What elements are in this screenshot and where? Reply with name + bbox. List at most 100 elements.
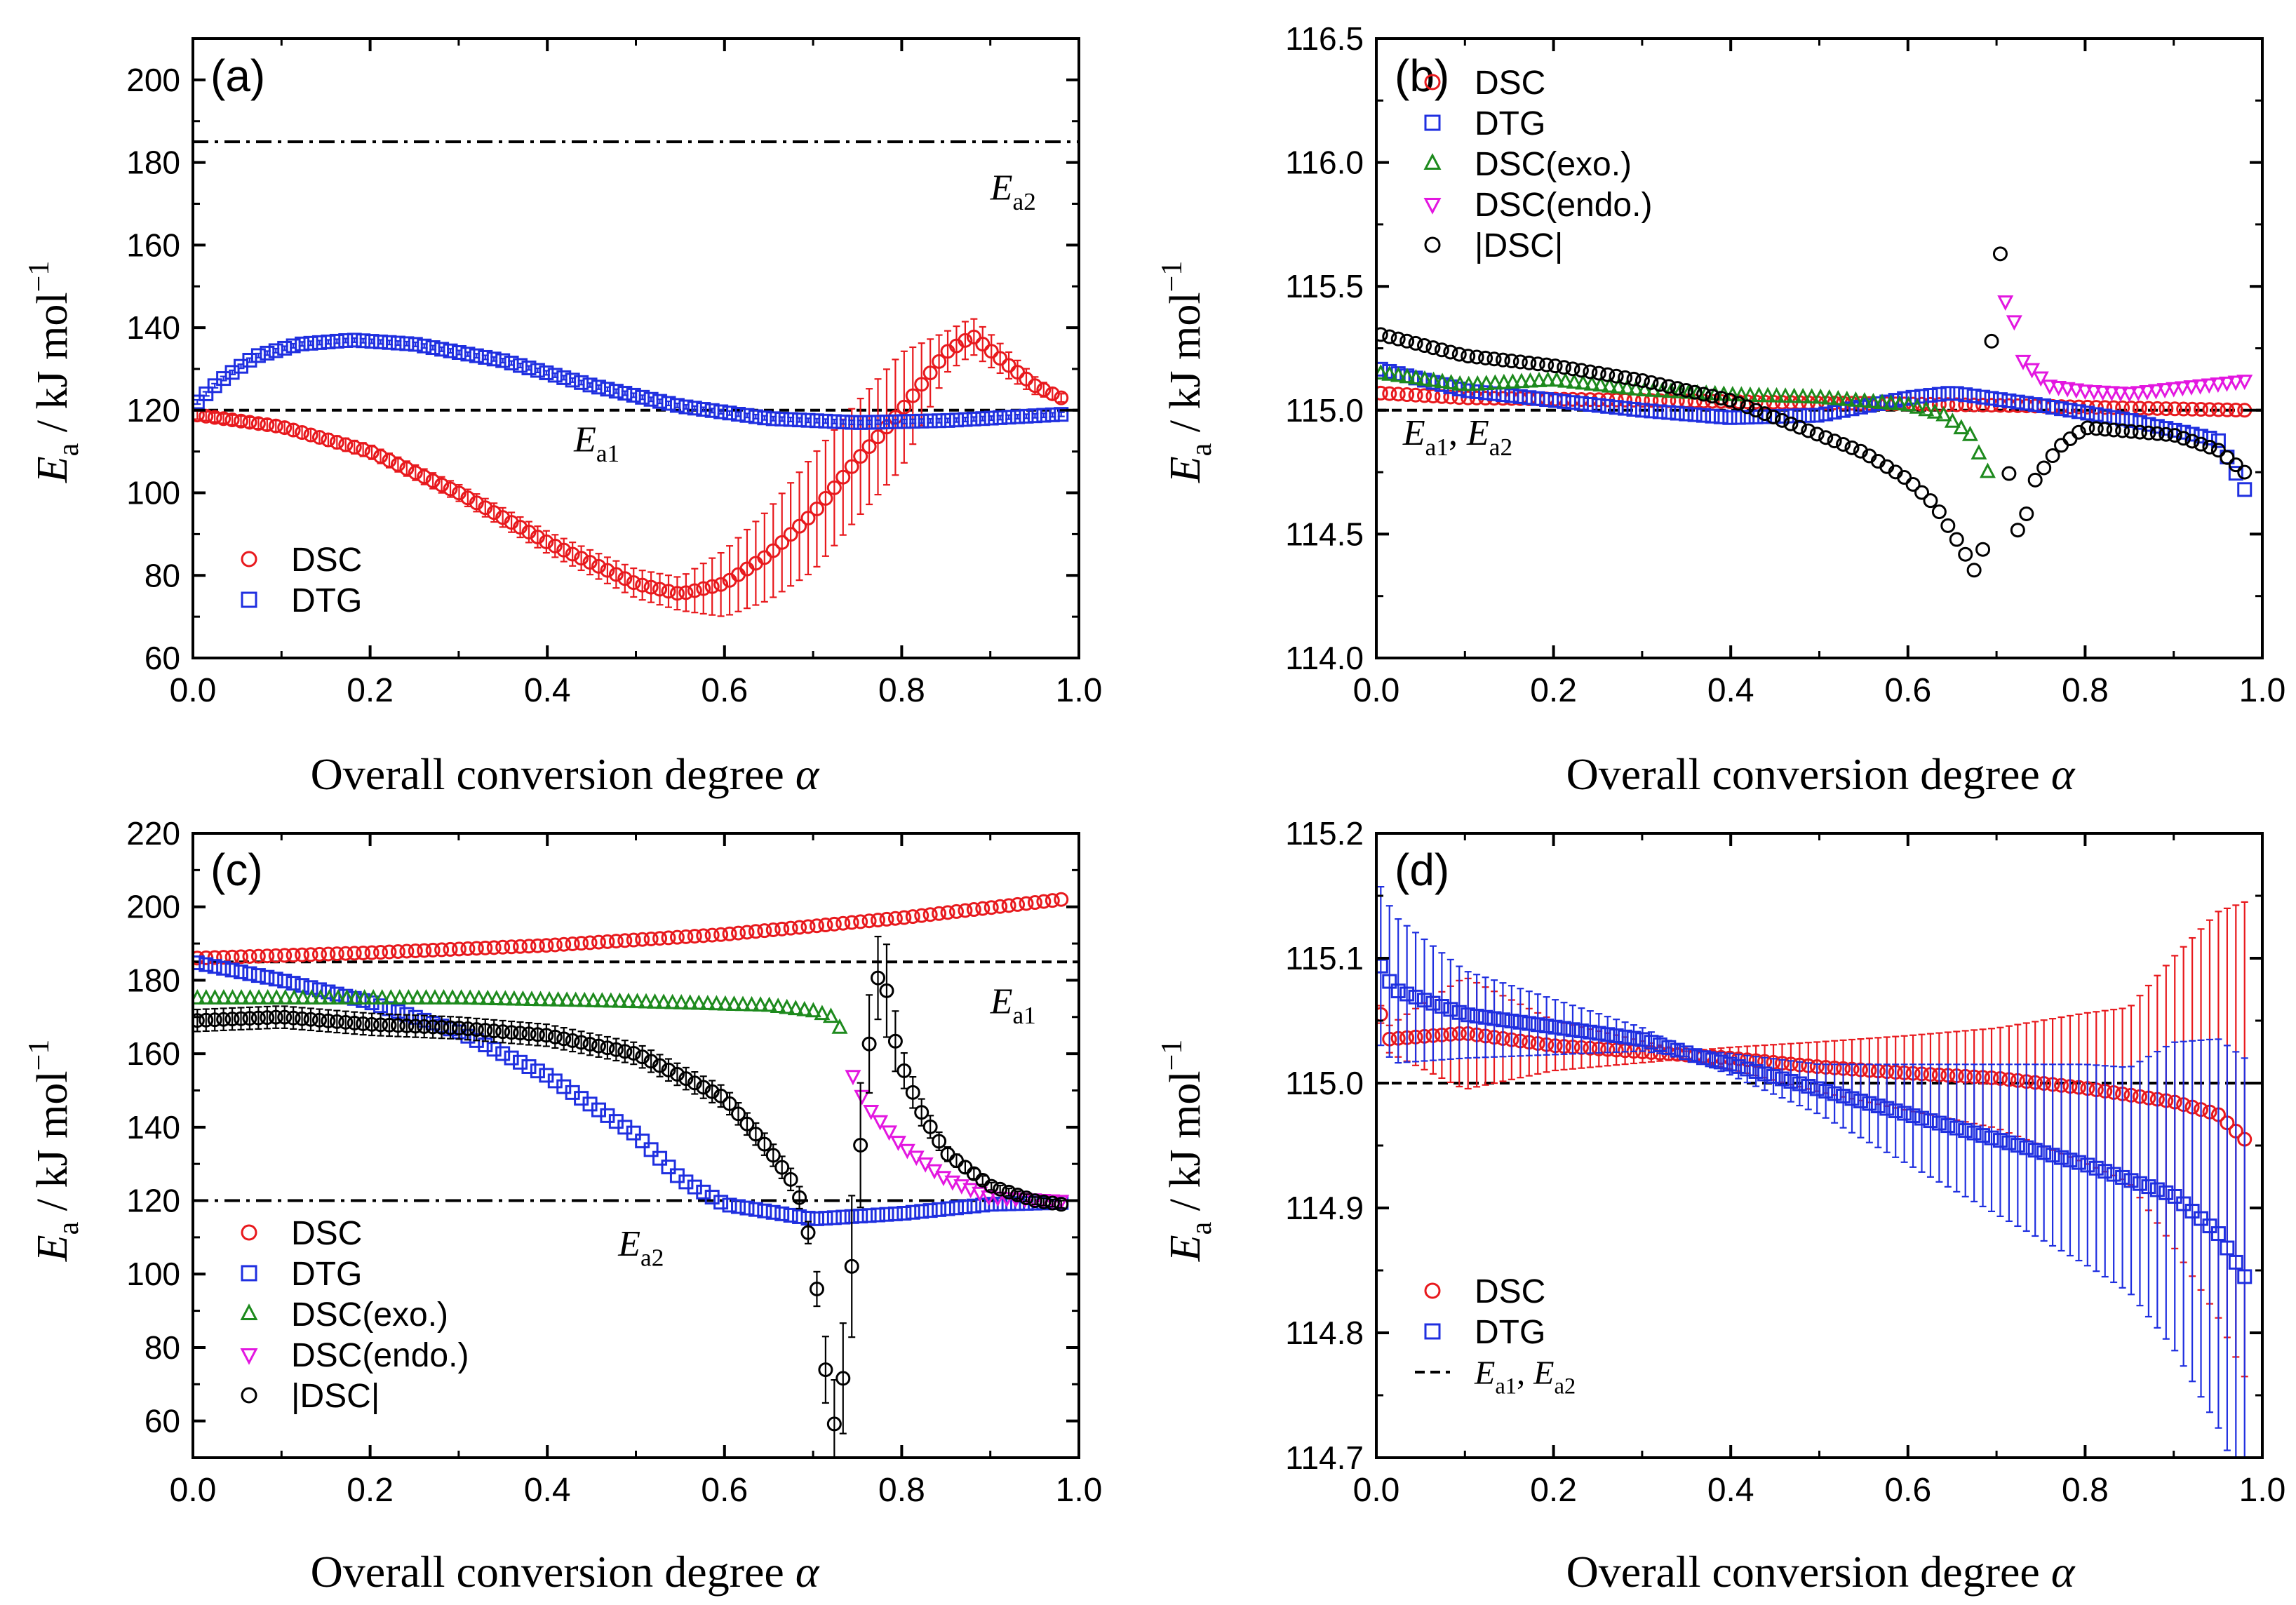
point-exo — [1425, 371, 1442, 387]
point-exo — [233, 989, 250, 1005]
point-DTG — [1923, 388, 1938, 403]
point-DTG — [1399, 986, 1415, 1002]
point-DSC — [975, 901, 991, 916]
point-DSC — [897, 399, 912, 415]
point-DTG — [696, 402, 711, 417]
point-endo — [2112, 387, 2129, 402]
point-DTG — [1783, 408, 1799, 424]
point-DSC — [295, 947, 310, 962]
y-tick-label: 115.1 — [1285, 940, 1364, 976]
point-exo — [215, 989, 232, 1005]
point-absDSC — [844, 1258, 859, 1274]
point-DTG — [1661, 405, 1677, 420]
point-DSC — [774, 921, 790, 936]
point-absDSC — [2123, 424, 2139, 439]
point-endo — [2076, 384, 2093, 401]
point-exo — [339, 989, 356, 1005]
point-DSC — [652, 931, 668, 946]
point-DTG — [1522, 1016, 1537, 1031]
point-absDSC — [1548, 358, 1563, 374]
point-exo — [1557, 372, 1574, 388]
point-absDSC — [879, 983, 894, 998]
point-DTG — [897, 1205, 912, 1221]
point-exo — [1381, 365, 1398, 381]
point-DSC — [722, 926, 737, 941]
point-DTG — [966, 1198, 981, 1214]
point-DSC — [216, 411, 231, 427]
point-DTG — [216, 960, 231, 976]
point-absDSC — [1740, 399, 1755, 415]
point-absDSC — [1722, 392, 1738, 408]
panel-d-y-axis-label: Ea / kJ mol−1 — [1156, 1040, 1218, 1263]
point-DTG — [2141, 417, 2156, 432]
point-DSC — [582, 555, 598, 570]
point-DTG — [260, 969, 275, 985]
series-endo — [845, 1070, 1070, 1211]
point-DSC — [1408, 387, 1423, 403]
point-DSC — [2210, 402, 2226, 417]
reference-label-0: Ea1, Ea2 — [1402, 413, 1512, 461]
point-DTG — [774, 411, 790, 427]
point-DTG — [1844, 1091, 1860, 1106]
point-endo — [2174, 381, 2191, 397]
point-DSC — [818, 490, 833, 506]
series-exo — [193, 989, 848, 1034]
y-tick-label: 120 — [126, 1183, 180, 1219]
point-DSC — [983, 344, 999, 359]
point-absDSC — [600, 1040, 615, 1056]
point-absDSC — [652, 1058, 668, 1073]
point-exo — [1918, 401, 1935, 417]
point-DSC — [1966, 397, 1982, 412]
point-DTG — [687, 1179, 702, 1195]
point-DTG — [1376, 958, 1388, 974]
legend-marker-DSC — [1424, 1282, 1441, 1299]
point-DSC — [556, 936, 572, 952]
point-absDSC — [678, 1071, 694, 1087]
reference-label-0: Ea1 — [990, 982, 1036, 1030]
point-DTG — [757, 1203, 772, 1218]
point-DTG — [1748, 1063, 1764, 1079]
point-DTG — [1469, 384, 1484, 399]
point-absDSC — [1705, 389, 1720, 404]
point-DTG — [2167, 422, 2182, 438]
point-DTG — [2115, 1169, 2130, 1185]
point-absDSC — [399, 1018, 415, 1033]
point-DSC — [408, 943, 423, 958]
point-exo — [558, 991, 575, 1007]
point-absDSC — [792, 1190, 807, 1205]
point-DTG — [2184, 1204, 2200, 1219]
point-DTG — [1670, 1042, 1685, 1058]
point-DSC — [861, 439, 877, 455]
point-DSC — [826, 480, 842, 495]
point-DSC — [2220, 402, 2235, 417]
point-exo — [1830, 389, 1846, 405]
point-DTG — [347, 333, 362, 348]
point-DTG — [2054, 401, 2069, 417]
point-exo — [1461, 375, 1477, 391]
point-absDSC — [861, 1036, 877, 1052]
point-DTG — [373, 998, 389, 1014]
point-absDSC — [234, 1011, 249, 1026]
point-exo — [374, 989, 391, 1005]
point-DTG — [1539, 392, 1555, 408]
point-absDSC — [635, 1049, 650, 1065]
point-absDSC — [2237, 464, 2253, 480]
legend-marker-exo — [1423, 153, 1442, 170]
point-DSC — [871, 913, 886, 928]
y-tick-label: 100 — [126, 1256, 180, 1292]
point-DSC — [2228, 403, 2243, 418]
point-exo — [321, 989, 337, 1005]
point-exo — [585, 991, 602, 1007]
point-DSC — [2167, 401, 2182, 417]
panel-c-marks: Ea1 Ea2 0.0 0.2 0.4 0.6 0.8 1.0 60 80 100 120 140 160… — [126, 815, 1102, 1509]
point-absDSC — [2167, 428, 2182, 443]
point-DTG — [2027, 1143, 2043, 1158]
point-DTG — [1705, 1052, 1720, 1068]
point-DSC — [277, 420, 293, 436]
point-DSC — [940, 905, 955, 920]
point-exo — [541, 990, 558, 1007]
point-exo — [224, 989, 241, 1005]
point-DTG — [713, 404, 729, 419]
point-absDSC — [1609, 368, 1624, 384]
